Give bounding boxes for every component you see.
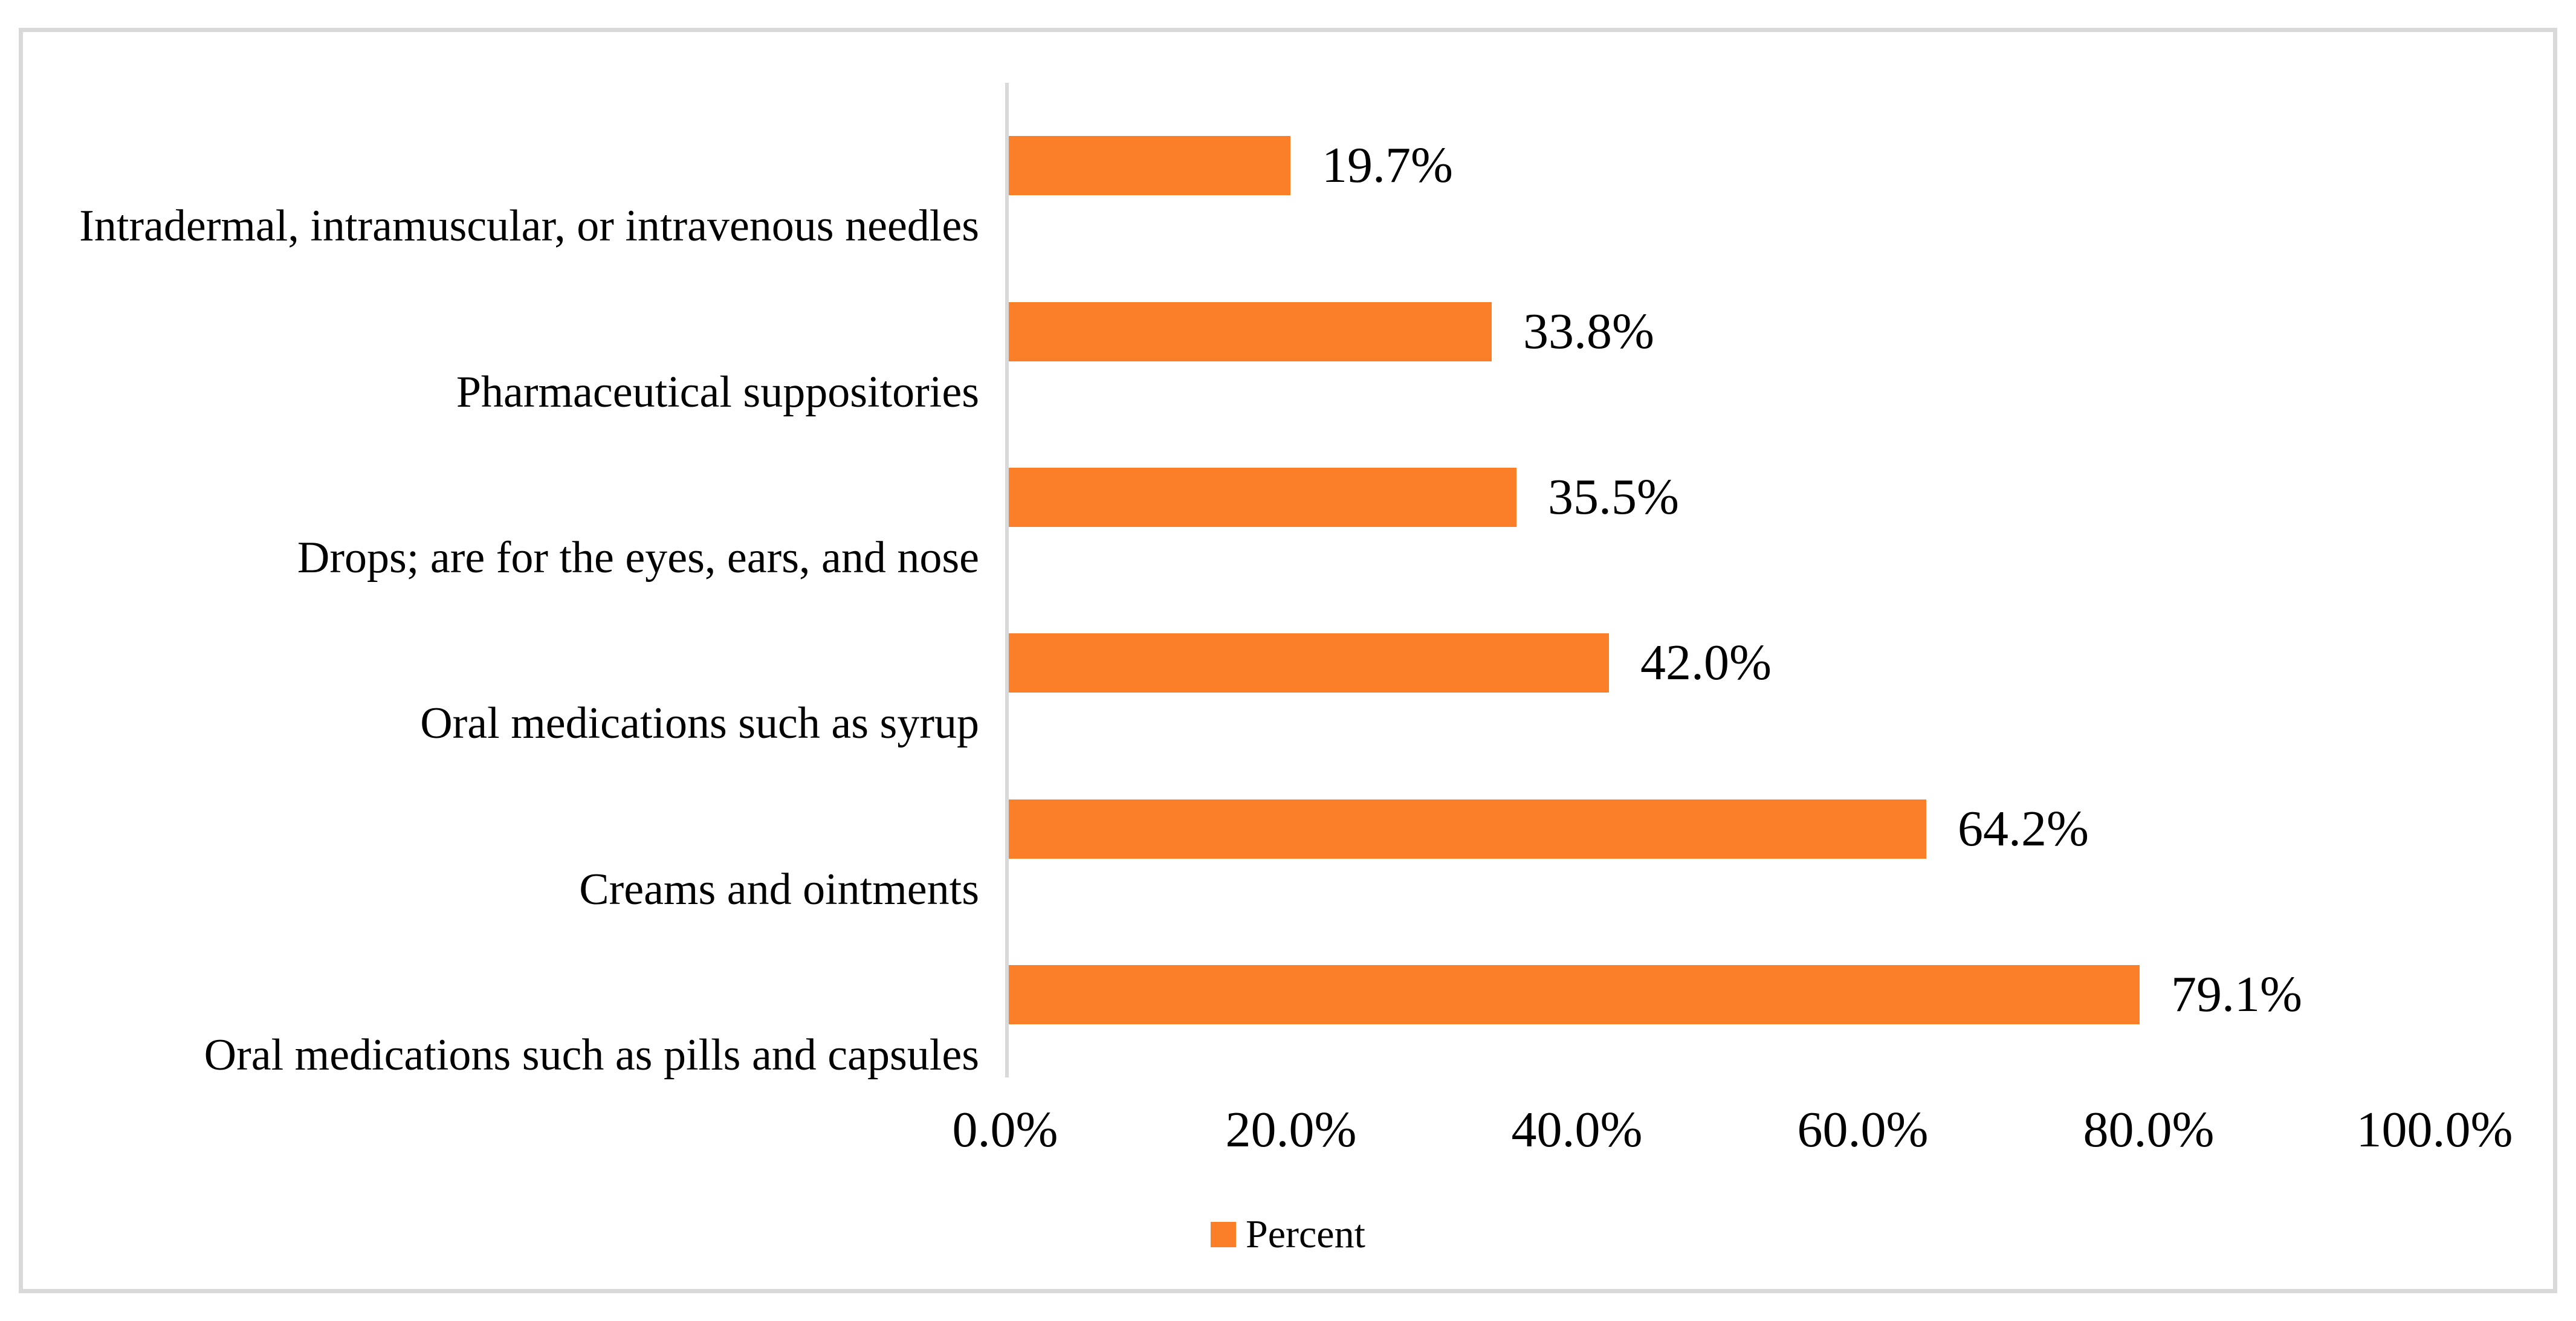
bar-1 (1009, 302, 1492, 361)
legend-swatch-percent (1211, 1222, 1236, 1247)
category-label-2: Drops; are for the eyes, ears, and nose (297, 533, 979, 583)
x-tick-label-0: 0.0% (952, 1102, 1058, 1158)
bar-4 (1009, 799, 1926, 859)
bar-0 (1009, 136, 1290, 195)
data-label-4: 64.2% (1958, 801, 2089, 857)
x-tick-label-3: 60.0% (1797, 1102, 1929, 1158)
category-label-0: Intradermal, intramuscular, or intraveno… (79, 201, 979, 251)
data-label-3: 42.0% (1640, 635, 1772, 691)
x-tick-label-1: 20.0% (1225, 1102, 1357, 1158)
category-label-5: Oral medications such as pills and capsu… (204, 1030, 979, 1080)
legend: Percent (1211, 1215, 1365, 1255)
x-tick-label-4: 80.0% (2083, 1102, 2215, 1158)
x-tick-label-2: 40.0% (1511, 1102, 1643, 1158)
legend-label: Percent (1246, 1212, 1365, 1256)
chart-frame: Intradermal, intramuscular, or intraveno… (19, 28, 2557, 1293)
y-axis-line (1005, 83, 1009, 1077)
data-label-0: 19.7% (1322, 137, 1453, 193)
bar-5 (1009, 965, 2140, 1024)
data-label-5: 79.1% (2171, 966, 2302, 1022)
category-label-4: Creams and ointments (579, 865, 979, 914)
category-label-3: Oral medications such as syrup (420, 699, 979, 748)
bar-3 (1009, 633, 1609, 693)
bar-2 (1009, 468, 1516, 527)
data-label-1: 33.8% (1523, 303, 1654, 360)
data-label-2: 35.5% (1548, 469, 1679, 525)
plot-area: Intradermal, intramuscular, or intraveno… (23, 32, 2553, 1289)
category-label-1: Pharmaceutical suppositories (456, 367, 979, 417)
x-tick-label-5: 100.0% (2356, 1102, 2513, 1158)
